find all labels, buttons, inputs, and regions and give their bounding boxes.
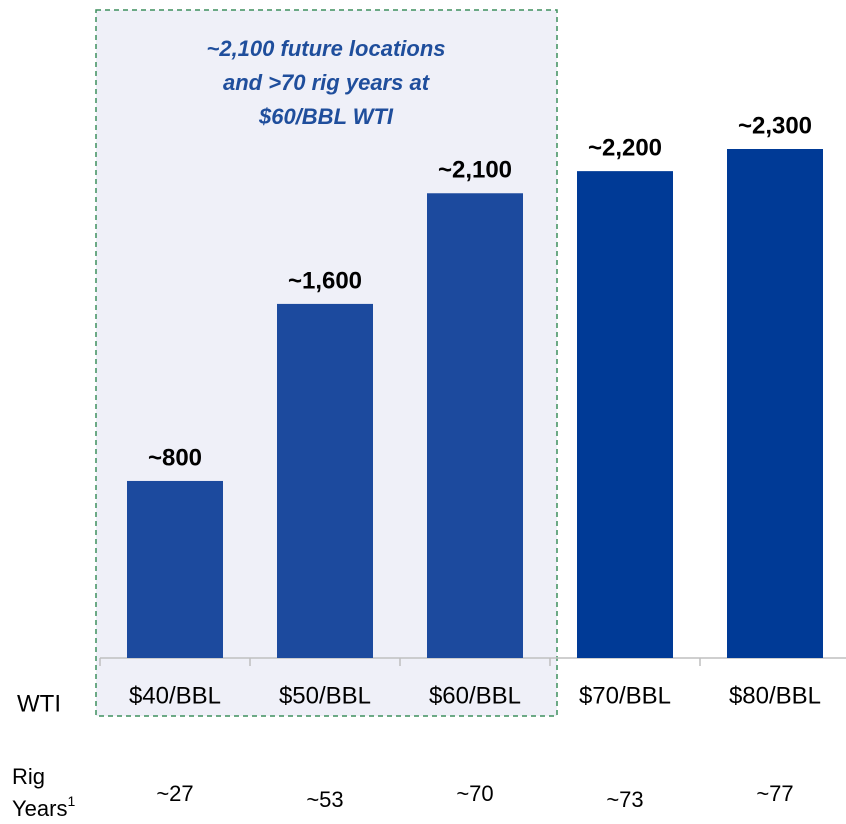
x-tick-label: $70/BBL	[579, 682, 671, 709]
row-label: Years1	[12, 793, 75, 821]
value-label: ~800	[148, 444, 202, 471]
rig-years: ~53	[306, 787, 343, 812]
row-label: Rig	[12, 764, 45, 789]
footnote-mark: 1	[67, 793, 75, 809]
bar	[127, 480, 223, 658]
annotation: ~2,100 future locations and >70 rig years…	[206, 36, 445, 129]
x-tick-label: $50/BBL	[279, 682, 371, 709]
value-label: ~1,600	[288, 267, 362, 294]
value-label: ~2,300	[738, 112, 812, 139]
bar	[277, 303, 373, 658]
rig-years: ~77	[756, 781, 793, 806]
x-tick-label: $40/BBL	[129, 682, 221, 709]
value-label: ~2,200	[588, 134, 662, 161]
x-axis-label: WTI	[17, 690, 61, 717]
bar	[577, 171, 673, 658]
annotation-line: $60/BBL WTI	[258, 104, 394, 129]
bar	[727, 149, 823, 658]
value-label: ~2,100	[438, 157, 512, 184]
bar	[427, 193, 523, 658]
rig-years: ~27	[156, 781, 193, 806]
x-tick-label: $80/BBL	[729, 682, 821, 709]
rig-years: ~73	[606, 787, 643, 812]
rig-years: ~70	[456, 781, 493, 806]
row-label-line: Years	[12, 796, 67, 821]
annotation-line: ~2,100 future locations	[206, 36, 445, 61]
x-tick-label: $60/BBL	[429, 682, 521, 709]
annotation-line: and >70 rig years at	[223, 70, 431, 95]
